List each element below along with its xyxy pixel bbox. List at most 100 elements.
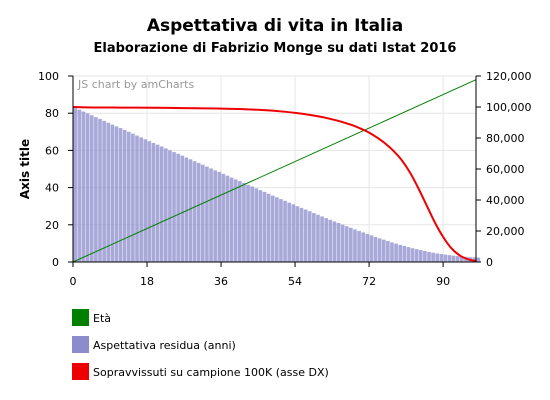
- bar: [192, 161, 197, 262]
- bar: [159, 146, 164, 262]
- chart-title: Aspettativa di vita in Italia: [147, 16, 403, 36]
- bar: [472, 257, 477, 262]
- y-right-tick-label: 60,000: [486, 163, 525, 176]
- bar: [402, 246, 407, 262]
- bar: [155, 144, 160, 262]
- bar: [414, 249, 419, 262]
- bar: [455, 256, 460, 262]
- bar: [390, 242, 394, 262]
- bar: [377, 238, 382, 262]
- bar: [250, 186, 254, 262]
- bar: [365, 233, 370, 262]
- bar: [406, 247, 411, 262]
- bar: [303, 209, 308, 262]
- legend-label: Età: [93, 312, 111, 325]
- bar: [431, 252, 435, 262]
- bar: [295, 206, 300, 262]
- bar: [324, 218, 329, 262]
- bar: [340, 224, 345, 262]
- bar: [439, 254, 444, 262]
- bar: [246, 184, 250, 262]
- bar: [168, 150, 172, 262]
- bar: [85, 113, 90, 262]
- bar: [126, 131, 131, 262]
- bar: [94, 117, 98, 262]
- legend-swatch: [72, 336, 89, 353]
- bar: [131, 133, 135, 262]
- bar: [299, 207, 304, 262]
- legend-item[interactable]: Età: [72, 309, 111, 326]
- bar: [139, 137, 143, 262]
- bar: [81, 111, 86, 262]
- bar: [89, 115, 94, 262]
- line-series-sopravvissuti: [72, 106, 477, 263]
- y-left-tick-label: 100: [38, 70, 59, 83]
- x-tick-label: 90: [436, 275, 450, 288]
- bar: [316, 214, 320, 262]
- bar: [447, 255, 452, 262]
- bar: [98, 118, 102, 262]
- bar: [349, 227, 353, 262]
- bar: [122, 129, 127, 262]
- bar: [270, 195, 275, 262]
- y-right-tick-label: 20,000: [486, 225, 525, 238]
- bar: [106, 122, 111, 262]
- y-right-tick-label: 80,000: [486, 132, 525, 145]
- bar: [184, 157, 189, 262]
- bar: [357, 230, 361, 262]
- y-right-tick-label: 100,000: [486, 101, 532, 114]
- bar: [229, 177, 234, 262]
- y-right-tick-label: 0: [486, 256, 493, 269]
- y-right-tick-label: 120,000: [486, 70, 532, 83]
- legend-swatch: [72, 309, 89, 326]
- bar: [110, 124, 115, 263]
- bar: [451, 255, 456, 262]
- x-tick-label: 54: [288, 275, 302, 288]
- bar: [443, 254, 448, 262]
- bar: [279, 199, 283, 262]
- bar: [394, 243, 398, 262]
- bar: [460, 256, 464, 262]
- bar: [275, 197, 279, 262]
- bar: [196, 162, 201, 262]
- bar: [353, 229, 357, 262]
- bar: [77, 109, 82, 262]
- bar: [225, 175, 230, 262]
- bar: [312, 213, 316, 262]
- x-tick-label: 72: [362, 275, 376, 288]
- bar: [344, 226, 349, 262]
- x-tick-label: 0: [70, 275, 77, 288]
- bar: [213, 170, 217, 262]
- y-left-tick-label: 80: [45, 107, 59, 120]
- y-left-tick-label: 20: [45, 219, 59, 232]
- legend-item[interactable]: Aspettativa residua (anni): [72, 336, 236, 353]
- bar: [423, 251, 427, 262]
- chart-subtitle: Elaborazione di Fabrizio Monge su dati I…: [94, 41, 457, 56]
- bar: [233, 179, 238, 262]
- bar: [418, 250, 423, 262]
- bar: [237, 181, 242, 262]
- bar: [114, 126, 119, 262]
- bar: [180, 155, 185, 262]
- y-left-tick-label: 0: [52, 256, 59, 269]
- bar: [386, 240, 390, 262]
- bar: [143, 139, 148, 262]
- bar: [188, 159, 193, 262]
- bar: [135, 135, 139, 262]
- bar: [221, 173, 226, 262]
- bar: [476, 257, 481, 262]
- bar: [283, 200, 287, 262]
- legend-item[interactable]: Sopravvissuti su campione 100K (asse DX): [72, 363, 329, 380]
- bar: [410, 248, 415, 262]
- bar: [291, 204, 296, 262]
- legend-label: Sopravvissuti su campione 100K (asse DX): [93, 366, 329, 379]
- bar: [427, 251, 431, 262]
- y-left-tick-label: 40: [45, 182, 59, 195]
- bar: [102, 120, 106, 263]
- bar: [373, 236, 378, 262]
- bar: [332, 221, 337, 262]
- bar: [200, 164, 205, 262]
- amcharts-credit[interactable]: JS chart by amCharts: [77, 78, 194, 91]
